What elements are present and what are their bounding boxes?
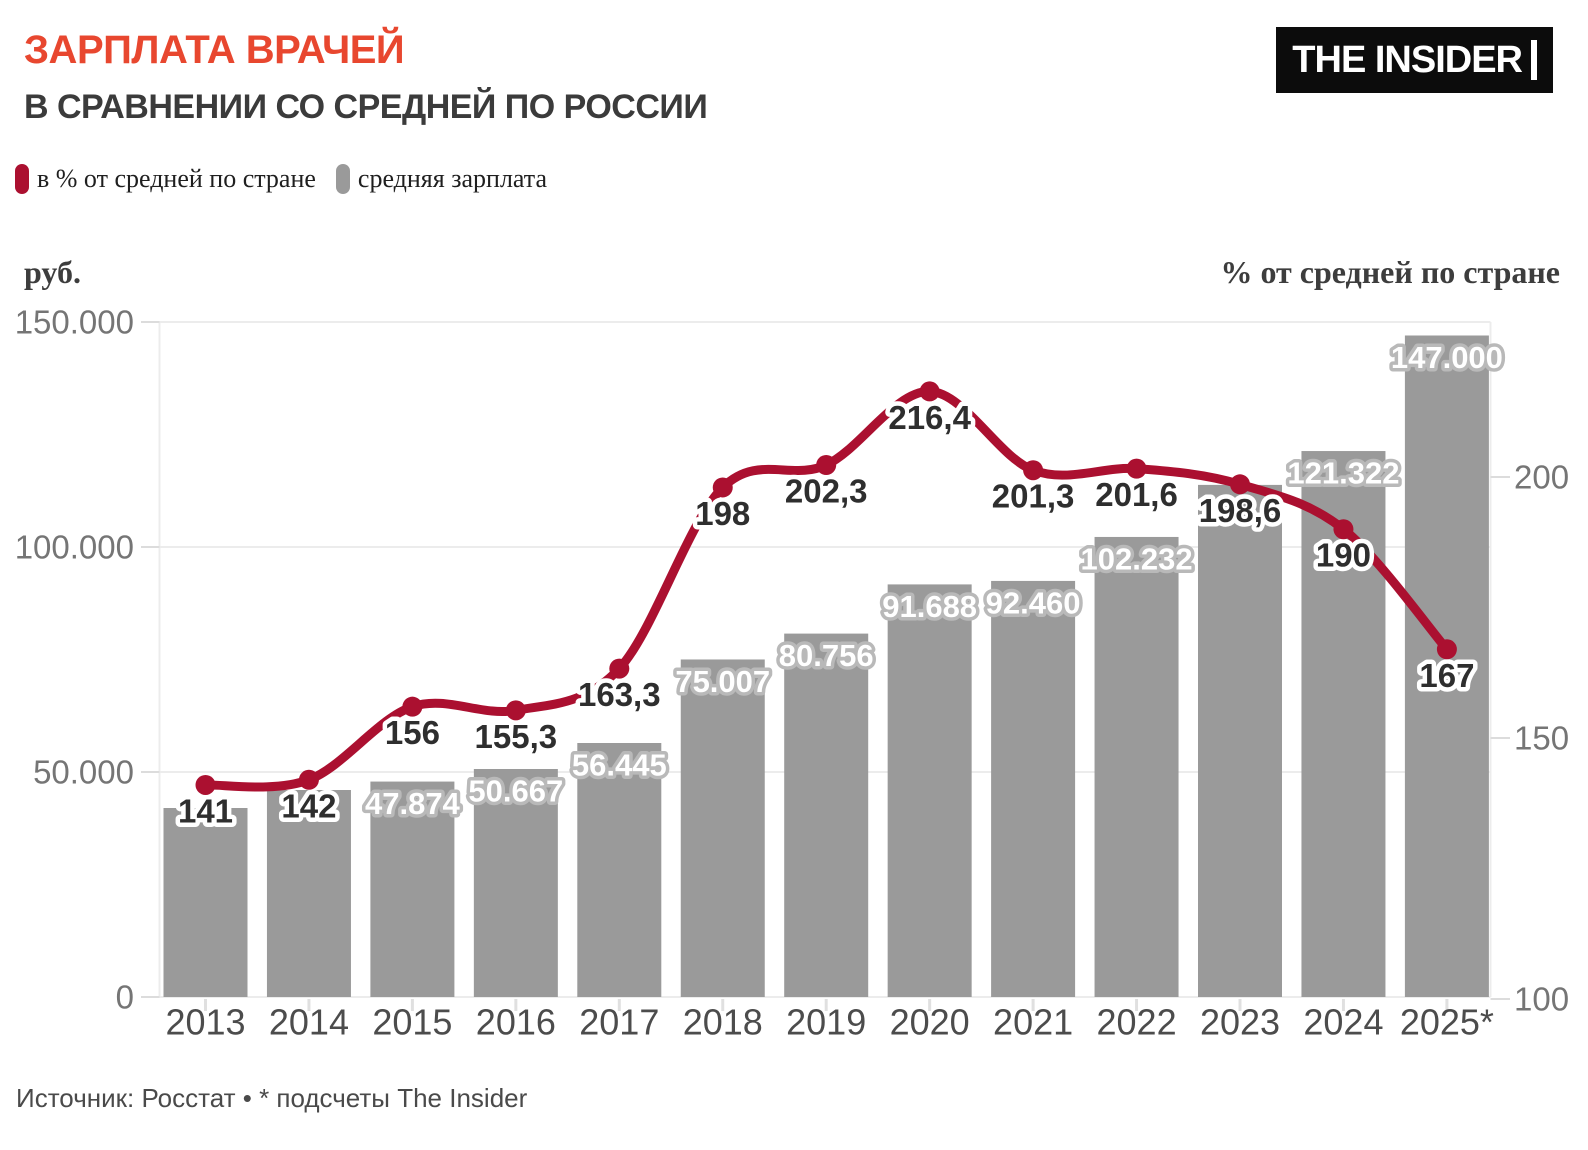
left-tick-label-100.000: 100.000 xyxy=(15,529,134,566)
bar-label-2024: 121.322 xyxy=(1287,456,1399,491)
line-point-2024 xyxy=(1333,519,1354,540)
x-axis-label-2020: 2020 xyxy=(890,1002,970,1043)
bar-label-2017: 56.445 xyxy=(572,747,667,782)
legend-item-average-salary-bar: средняя зарплата xyxy=(335,164,548,194)
left-tick-label-50.000: 50.000 xyxy=(33,754,134,791)
right-tick-label-100: 100 xyxy=(1514,981,1569,1018)
x-axis-label-2023: 2023 xyxy=(1200,1002,1280,1043)
legend-label-bar: средняя зарплата xyxy=(357,164,548,193)
x-axis-label-2025*: 2025* xyxy=(1400,1002,1494,1043)
line-point-2023 xyxy=(1230,474,1250,495)
brand-logo: THE INSIDER xyxy=(1276,27,1553,93)
x-axis-label-2015: 2015 xyxy=(372,1002,452,1043)
right-axis-title: % от средней по стране xyxy=(1220,254,1560,290)
x-axis-label-2019: 2019 xyxy=(786,1002,866,1043)
line-point-2016 xyxy=(505,700,526,721)
x-axis-label-2018: 2018 xyxy=(683,1002,763,1043)
x-axis-label-2014: 2014 xyxy=(269,1002,349,1043)
chart-legend: в % от средней по стране средняя зарплат… xyxy=(15,164,547,194)
line-point-2013 xyxy=(195,774,216,795)
bar-label-2019: 80.756 xyxy=(779,638,874,673)
bar-label-2025*: 147.000 xyxy=(1391,340,1503,375)
x-axis-label-2017: 2017 xyxy=(579,1002,659,1043)
bar-2021 xyxy=(991,580,1076,997)
bar-2024 xyxy=(1301,451,1386,997)
line-label-2017: 163,3 xyxy=(578,676,661,713)
x-axis-label-2013: 2013 xyxy=(165,1002,245,1043)
x-axis-label-2022: 2022 xyxy=(1097,1002,1177,1043)
legend-swatch-bar xyxy=(335,164,350,194)
line-label-2016: 155,3 xyxy=(475,718,558,755)
bar-label-2016: 50.667 xyxy=(468,773,563,808)
legend-label-line: в % от средней по стране xyxy=(37,164,316,193)
bar-2015 xyxy=(370,781,455,997)
line-point-2019 xyxy=(816,454,837,475)
line-label-2015: 156 xyxy=(385,714,440,751)
line-label-2021: 201,3 xyxy=(992,478,1075,515)
bar-2018 xyxy=(680,659,765,997)
bar-2023 xyxy=(1198,484,1282,997)
line-label-2022: 201,6 xyxy=(1095,476,1178,513)
bar-label-2018: 75.007 xyxy=(675,664,770,699)
line-label-2025*: 167 xyxy=(1419,657,1474,694)
line-point-2015 xyxy=(402,696,423,717)
source-note: Источник: Росстат • * подсчеты The Insid… xyxy=(16,1083,528,1113)
bar-2025* xyxy=(1404,335,1489,997)
line-label-2024: 190 xyxy=(1316,537,1371,574)
right-tick-label-200: 200 xyxy=(1514,459,1569,496)
x-axis-label-2024: 2024 xyxy=(1303,1002,1383,1043)
right-tick-label-150: 150 xyxy=(1514,720,1569,757)
bar-2013 xyxy=(163,808,248,997)
page-title: ЗАРПЛАТА ВРАЧЕЙ xyxy=(24,28,405,72)
line-point-2020 xyxy=(919,381,940,402)
page-subtitle: В СРАВНЕНИИ СО СРЕДНЕЙ ПО РОССИИ xyxy=(24,88,708,126)
bar-2020 xyxy=(887,584,972,997)
line-label-2019: 202,3 xyxy=(785,472,868,509)
line-point-2017 xyxy=(609,658,630,679)
left-tick-label-0: 0 xyxy=(116,979,134,1016)
bar-label-2021: 92.460 xyxy=(986,585,1081,620)
line-point-2014 xyxy=(298,769,319,790)
line-label-2020: 216,4 xyxy=(888,399,971,436)
line-label-2014: 142 xyxy=(281,787,336,824)
line-point-2022 xyxy=(1126,458,1147,479)
bar-2019 xyxy=(784,633,869,997)
bar-2016 xyxy=(473,768,558,997)
line-label-2023: 198,6 xyxy=(1199,492,1282,529)
line-point-2025* xyxy=(1436,639,1457,660)
bar-label-2015: 47.874 xyxy=(365,786,461,821)
line-point-2018 xyxy=(712,477,733,498)
line-label-2018: 198 xyxy=(695,495,750,532)
legend-item-percent-line: в % от средней по стране xyxy=(15,164,316,194)
bar-label-2022: 102.232 xyxy=(1081,541,1193,576)
x-axis-label-2021: 2021 xyxy=(993,1002,1073,1043)
left-tick-label-150.000: 150.000 xyxy=(15,304,134,341)
bar-label-2020: 91.688 xyxy=(882,589,977,624)
x-axis-label-2016: 2016 xyxy=(476,1002,556,1043)
line-label-2013: 141 xyxy=(178,792,233,829)
left-axis-title: руб. xyxy=(24,254,81,290)
legend-swatch-line xyxy=(15,164,29,194)
bar-2014 xyxy=(266,790,351,997)
brand-logo-cursor-bar xyxy=(1531,40,1537,80)
line-point-2021 xyxy=(1023,460,1044,481)
brand-logo-text: THE INSIDER xyxy=(1292,38,1523,81)
bar-2017 xyxy=(577,742,662,997)
bar-2022 xyxy=(1094,536,1179,997)
